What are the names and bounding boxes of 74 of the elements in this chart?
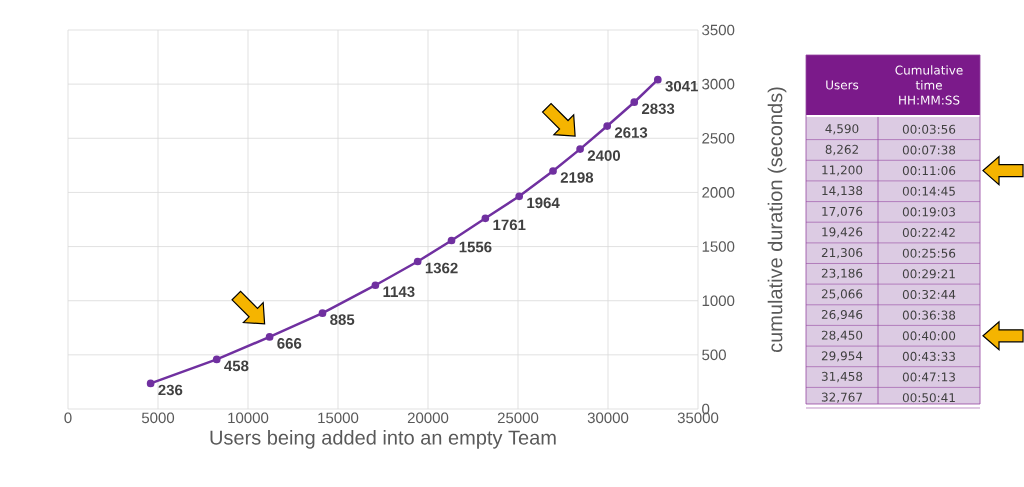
text: 11,200 — [822, 165, 863, 176]
data-label: 2613 — [614, 127, 648, 138]
point — [549, 167, 557, 175]
data-label: 666 — [277, 338, 302, 349]
point — [515, 192, 524, 201]
text: 00:47:13 — [902, 372, 955, 382]
data-label: 2833 — [641, 103, 675, 115]
data-label: 885 — [330, 314, 355, 325]
data-label: 236 — [158, 384, 183, 396]
text: 00:11:06 — [902, 166, 956, 176]
point — [576, 145, 584, 153]
y-tick-label: 1500 — [702, 241, 735, 252]
point — [481, 214, 490, 223]
text: 32,767 — [821, 392, 862, 403]
text: 23,186 — [821, 268, 863, 279]
point — [603, 122, 612, 130]
text: 00:03:56 — [902, 124, 956, 134]
text: 00:43:33 — [902, 351, 955, 361]
data-label: 458 — [224, 360, 249, 372]
y-axis-title: cumulative duration (seconds) — [767, 87, 787, 353]
data-label: 2400 — [587, 150, 621, 161]
x-axis-title: Users being added into an empty Team — [210, 430, 556, 449]
data-label: 2198 — [560, 172, 594, 183]
point — [630, 98, 639, 107]
point — [653, 75, 662, 84]
text: 28,450 — [821, 330, 863, 341]
text: 00:40:00 — [902, 331, 956, 341]
text: 25,066 — [821, 289, 863, 300]
text: 8,262 — [825, 144, 858, 156]
data-label: 1964 — [527, 197, 560, 209]
y-tick-label: 3000 — [702, 78, 735, 90]
data-label: 1143 — [383, 286, 415, 298]
point — [146, 379, 155, 388]
text: 00:25:56 — [902, 248, 956, 258]
text: 21,306 — [821, 248, 863, 259]
point — [447, 236, 456, 245]
text: 29,954 — [821, 351, 863, 362]
text: 31,458 — [821, 371, 863, 383]
text: 00:19:03 — [902, 207, 955, 217]
text: 00:50:41 — [902, 393, 955, 403]
text: 14,138 — [822, 186, 863, 197]
data-label: 1362 — [425, 262, 458, 274]
text: 00:36:38 — [902, 310, 956, 320]
text: 00:14:45 — [902, 186, 955, 196]
text: 00:22:42 — [902, 227, 955, 238]
text: Users — [826, 80, 859, 90]
x-tick-label: 0 — [64, 412, 72, 424]
point — [413, 257, 422, 266]
y-tick-label: 3500 — [702, 24, 735, 36]
text: 17,076 — [822, 206, 863, 218]
text: 19,426 — [822, 227, 863, 238]
x-tick-label: 15000 — [318, 412, 359, 424]
y-tick-label: 1000 — [702, 295, 735, 307]
x-tick-label: 10000 — [228, 412, 269, 424]
x-tick-label: 25000 — [497, 412, 539, 424]
x-tick-label: 30000 — [587, 412, 629, 424]
point — [265, 333, 274, 341]
text: 4,590 — [825, 124, 859, 135]
y-tick-label: 2000 — [702, 187, 735, 198]
text: 26,946 — [821, 309, 863, 321]
data-label: 3041 — [665, 80, 698, 92]
point — [212, 355, 221, 364]
point — [371, 281, 380, 290]
text: 00:32:44 — [902, 289, 956, 300]
text: Cumulative time HH:MM:SS — [895, 65, 963, 105]
text: 00:07:38 — [902, 145, 956, 155]
data-label: 1556 — [459, 241, 492, 253]
y-tick-label: 500 — [702, 349, 726, 361]
x-tick-label: 20000 — [407, 412, 449, 424]
y-tick-label: 2500 — [702, 132, 735, 144]
x-tick-label: 5000 — [141, 412, 175, 424]
data-label: 1761 — [493, 219, 526, 231]
point — [318, 309, 327, 318]
text: 00:29:21 — [902, 269, 955, 279]
